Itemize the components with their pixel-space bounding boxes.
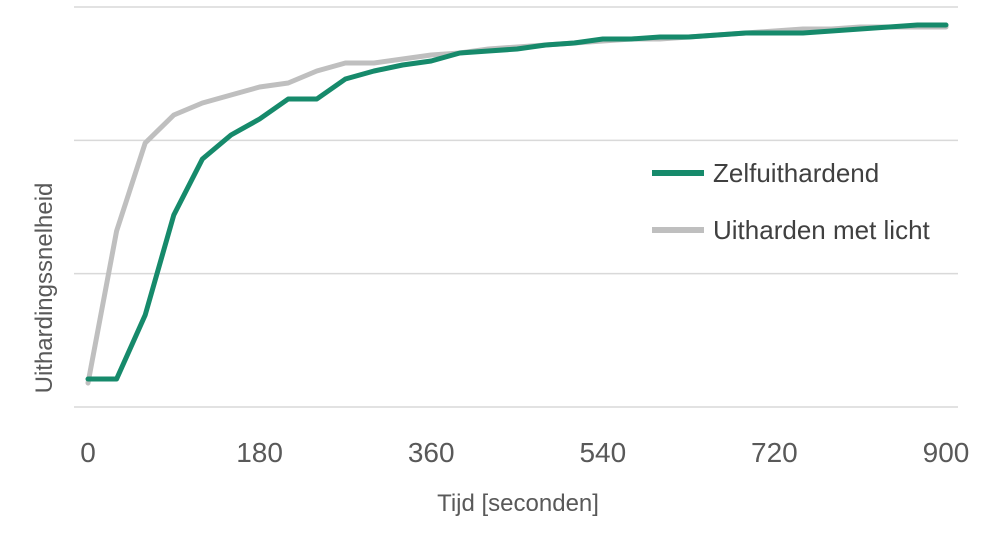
x-axis-title: Tijd [seconden] bbox=[437, 490, 599, 517]
x-tick-label: 0 bbox=[80, 437, 96, 468]
series-line-zelfuithardend bbox=[85, 22, 949, 382]
legend: Zelfuithardend Uitharden met licht bbox=[652, 158, 931, 245]
x-tick-label: 900 bbox=[923, 437, 970, 468]
x-tick-label: 720 bbox=[751, 437, 798, 468]
y-axis-title: Uithardingssnelheid bbox=[31, 183, 58, 394]
x-tick-label: 180 bbox=[236, 437, 283, 468]
x-tick-labels: 0 180 360 540 720 900 bbox=[80, 437, 969, 468]
legend-label: Zelfuithardend bbox=[713, 158, 879, 188]
legend-label: Uitharden met licht bbox=[713, 215, 931, 245]
x-tick-label: 540 bbox=[579, 437, 626, 468]
x-tick-label: 360 bbox=[408, 437, 455, 468]
series-lines bbox=[85, 22, 949, 386]
series-line-uitharden-met-licht bbox=[85, 24, 949, 386]
gridlines bbox=[74, 6, 958, 408]
